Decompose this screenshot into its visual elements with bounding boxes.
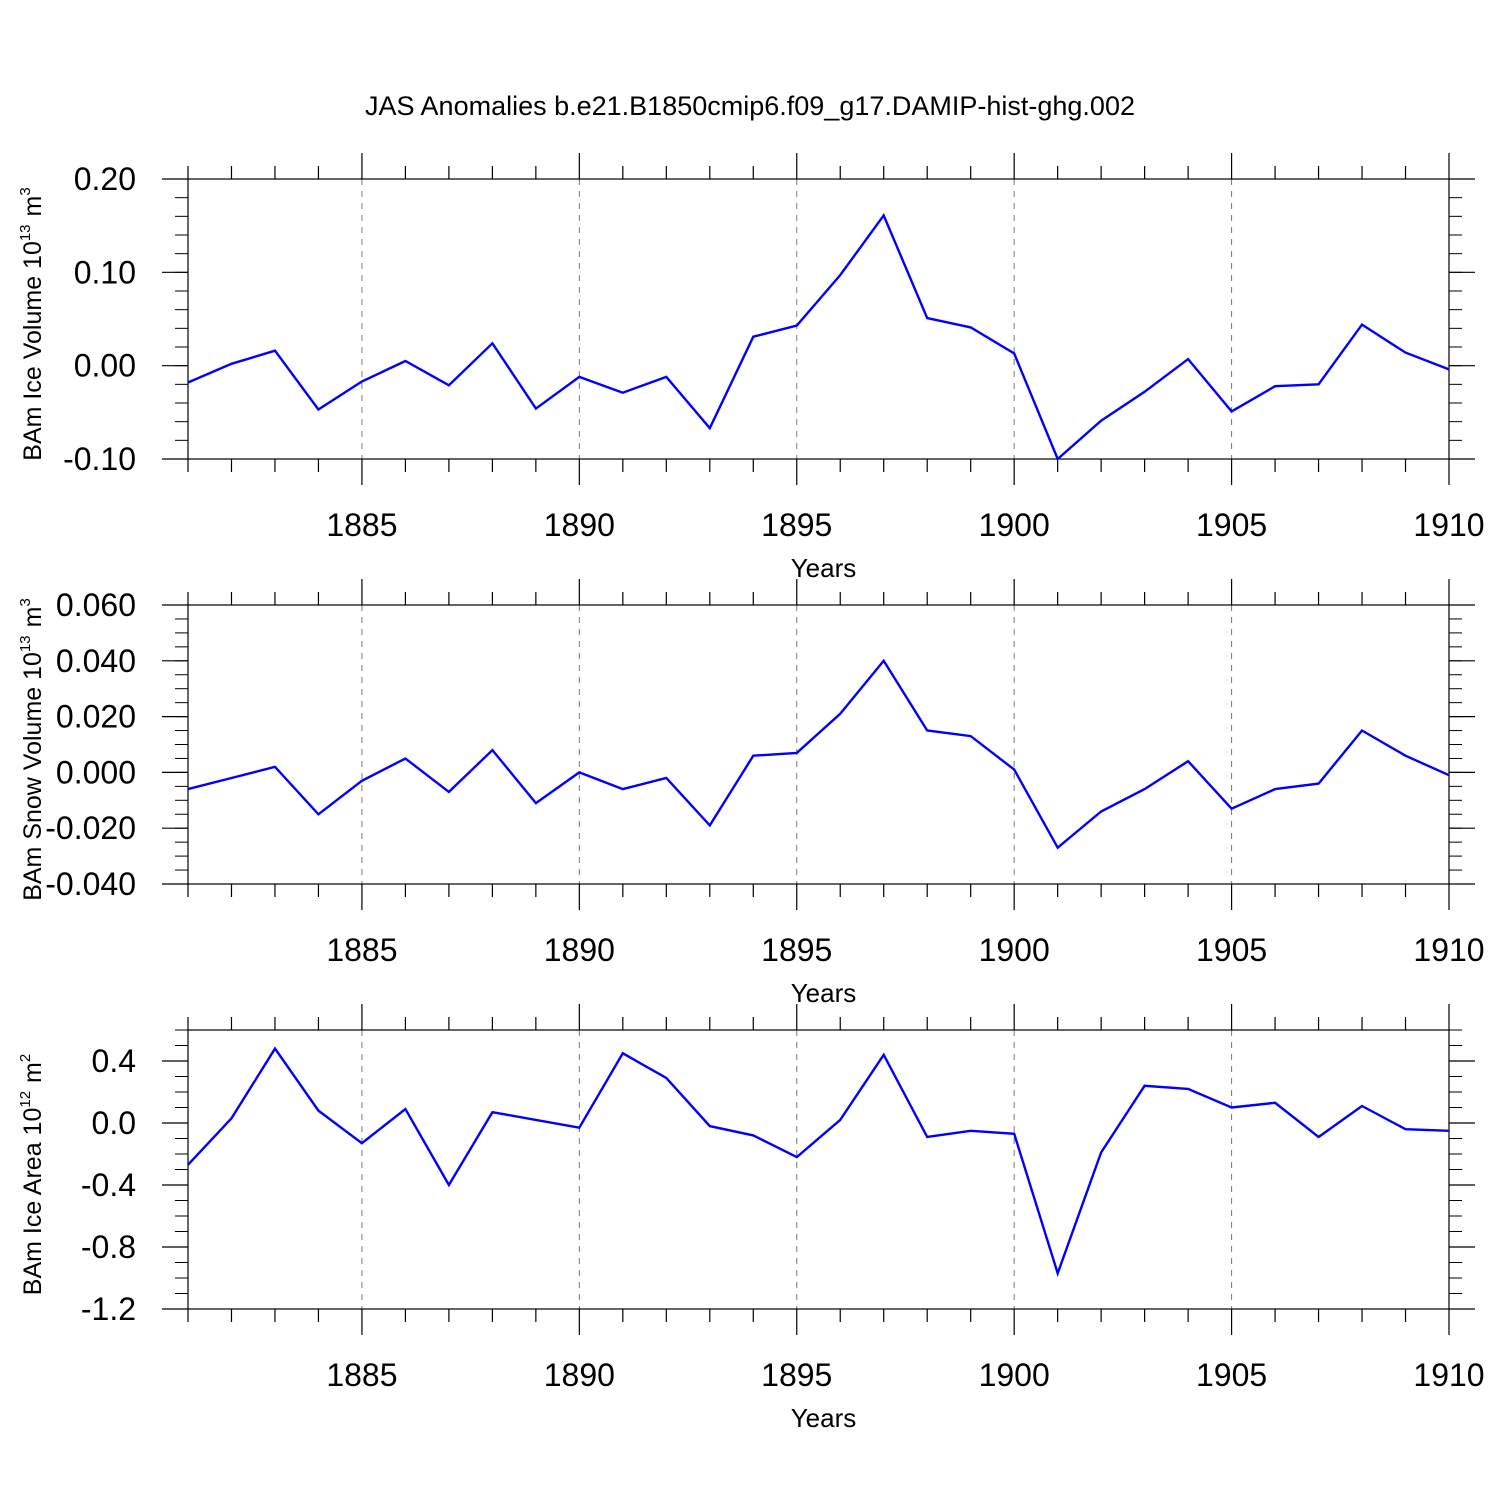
figure-title: JAS Anomalies b.e21.B1850cmip6.f09_g17.D… [365,91,1135,121]
snow-volume-y-tick-label: -0.020 [45,810,136,846]
ice-area-x-tick-label: 1910 [1413,1357,1484,1393]
ice-area-y-label-main: BAm Ice Area 10 [19,1108,47,1296]
ice-volume-y-axis-label: BAm Ice Volume 1013 m3 [17,187,47,460]
ice-area-x-tick-label: 1885 [326,1357,397,1393]
ice-area-plot-frame [187,1029,1450,1310]
ice-area-x-tick-label: 1890 [544,1357,615,1393]
snow-volume-x-tick-label: 1910 [1413,932,1484,968]
ice-area-y-tick-label: 0.0 [92,1105,136,1141]
snow-volume-y-axis-label: BAm Snow Volume 1013 m3 [17,598,47,901]
snow-volume-y-tick-label: 0.040 [56,643,136,679]
snow-volume-plot-frame [187,604,1450,885]
snow-volume-panel: 0.060 0.040 0.020 0.000 -0.020 -0.040 1885 189… [17,579,1485,1008]
ice-volume-x-tick-label: 1900 [979,507,1050,543]
ice-volume-y-label-main: BAm Ice Volume 10 [19,241,47,461]
ice-area-y-tick-label: 0.4 [92,1043,136,1079]
snow-volume-x-tick-label: 1905 [1196,932,1267,968]
snow-volume-y-tick-label: 0.060 [56,587,136,623]
snow-volume-x-tick-label: 1885 [326,932,397,968]
ice-area-ticks [162,1004,1475,1335]
ice-volume-y-label-exponent: 13 [17,224,34,241]
snow-volume-y-tick-label: -0.040 [45,866,136,902]
snow-volume-series-line [187,658,1450,850]
snow-volume-grid [361,605,1233,884]
ice-volume-grid [361,179,1233,459]
snow-volume-y-tick-label: 0.000 [56,754,136,790]
ice-volume-y-tick-label: 0.10 [74,254,136,290]
ice-area-x-tick-label: 1900 [979,1357,1050,1393]
snow-volume-y-label-unit-exponent: 3 [17,598,34,606]
ice-volume-plot-frame [187,178,1450,460]
ice-volume-x-tick-label: 1905 [1196,507,1267,543]
snow-volume-x-tick-label: 1890 [544,932,615,968]
ice-volume-x-tick-label: 1895 [761,507,832,543]
ice-area-y-tick-label: -0.4 [81,1167,136,1203]
ice-volume-y-tick-labels: 0.20 0.10 0.00 -0.10 [63,161,136,477]
ice-area-y-axis-label: BAm Ice Area 1012 m2 [17,1054,47,1295]
snow-volume-x-tick-label: 1895 [761,932,832,968]
ice-volume-ticks [162,153,1475,485]
ice-area-x-tick-label: 1895 [761,1357,832,1393]
ice-area-y-tick-label: -0.8 [81,1229,136,1265]
ice-area-y-label-unit-exponent: 2 [17,1054,34,1062]
ice-area-x-tick-label: 1905 [1196,1357,1267,1393]
ice-volume-y-label-unit: m [19,196,47,217]
ice-volume-y-tick-label: 0.00 [74,348,136,384]
snow-volume-y-tick-labels: 0.060 0.040 0.020 0.000 -0.020 -0.040 [45,587,136,902]
snow-volume-y-label-main: BAm Snow Volume 10 [19,652,47,901]
ice-area-x-axis-label: Years [791,1403,857,1433]
snow-volume-y-tick-label: 0.020 [56,699,136,735]
snow-volume-x-axis-label: Years [791,978,857,1008]
ice-area-y-tick-label: -1.2 [81,1291,136,1327]
ice-volume-y-tick-label: -0.10 [63,441,136,477]
ice-volume-series-line [187,212,1450,462]
ice-volume-x-tick-label: 1885 [326,507,397,543]
ice-area-panel: 0.40.0-0.4-0.8-1.2 1885 1890 1895 1900 1905 1… [17,1004,1485,1433]
snow-volume-ticks [162,579,1475,910]
ice-area-y-label-exponent: 12 [17,1091,34,1108]
ice-area-y-label-unit: m [19,1062,47,1083]
ice-area-series-line [187,1046,1450,1278]
ice-volume-x-tick-label: 1890 [544,507,615,543]
ice-volume-x-tick-labels: 1885 1890 1895 1900 1905 1910 [326,507,1484,543]
snow-volume-x-tick-label: 1900 [979,932,1050,968]
ice-volume-panel: 0.20 0.10 0.00 -0.10 1885 1890 1895 1900 1905 19… [17,153,1485,583]
ice-volume-x-axis-label: Years [791,553,857,583]
ice-area-grid [361,1030,1233,1309]
ice-volume-y-tick-label: 0.20 [74,161,136,197]
ice-area-x-tick-labels: 1885 1890 1895 1900 1905 1910 [326,1357,1484,1393]
ice-area-y-tick-labels: 0.4 0.0 -0.4 -0.8 -1.2 [81,1043,136,1327]
ice-volume-x-tick-label: 1910 [1413,507,1484,543]
ice-volume-y-label-unit-exponent: 3 [17,187,34,195]
snow-volume-y-label-unit: m [19,607,47,628]
snow-volume-y-label-exponent: 13 [17,635,34,652]
snow-volume-x-tick-labels: 1885 1890 1895 1900 1905 1910 [326,932,1484,968]
